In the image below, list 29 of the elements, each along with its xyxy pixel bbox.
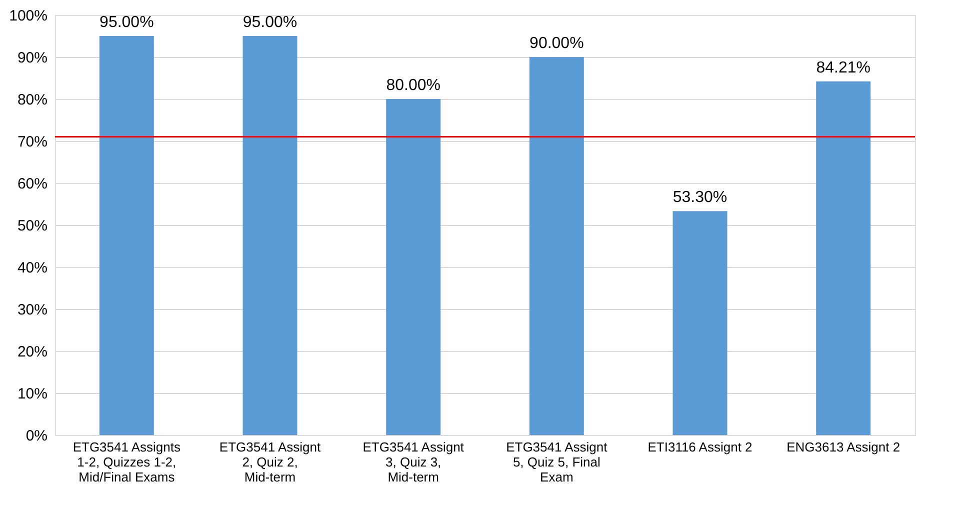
bar xyxy=(529,57,584,435)
x-tick-label: ENG3613 Assignt 2 xyxy=(786,440,900,454)
data-label: 95.00% xyxy=(242,14,298,31)
x-tick-label: ETI3116 Assignt 2 xyxy=(648,440,752,454)
x-tick-label: ETG3541 Assignt 2, Quiz 2, Mid-term xyxy=(219,440,321,484)
y-tick-label: 10% xyxy=(17,386,48,402)
bar xyxy=(99,36,154,435)
y-tick-label: 30% xyxy=(17,302,48,318)
bar xyxy=(242,36,298,435)
data-label: 95.00% xyxy=(100,14,154,31)
bar xyxy=(386,99,441,435)
data-label: 84.21% xyxy=(816,59,870,76)
y-tick-label: 80% xyxy=(17,92,48,108)
y-tick-label: 60% xyxy=(17,176,48,192)
y-tick-label: 40% xyxy=(17,260,48,276)
bar xyxy=(816,81,871,435)
y-tick-label: 100% xyxy=(9,8,48,24)
x-tick-label: ETG3541 Assignt 5, Quiz 5, Final Exam xyxy=(506,440,608,484)
y-tick-label: 90% xyxy=(17,50,48,66)
y-tick-label: 20% xyxy=(17,344,48,360)
y-tick-label: 70% xyxy=(17,134,48,150)
y-tick-label: 50% xyxy=(17,218,48,234)
y-tick-label: 0% xyxy=(26,428,48,444)
x-tick-label: ETG3541 Assignt 3, Quiz 3, Mid-term xyxy=(362,440,464,484)
data-label: 53.30% xyxy=(672,189,728,206)
x-tick-label: ETG3541 Assignts 1-2, Quizzes 1-2, Mid/Final Exams xyxy=(72,440,181,484)
data-label: 80.00% xyxy=(386,77,440,94)
bar xyxy=(672,211,728,435)
data-label: 90.00% xyxy=(530,35,584,52)
